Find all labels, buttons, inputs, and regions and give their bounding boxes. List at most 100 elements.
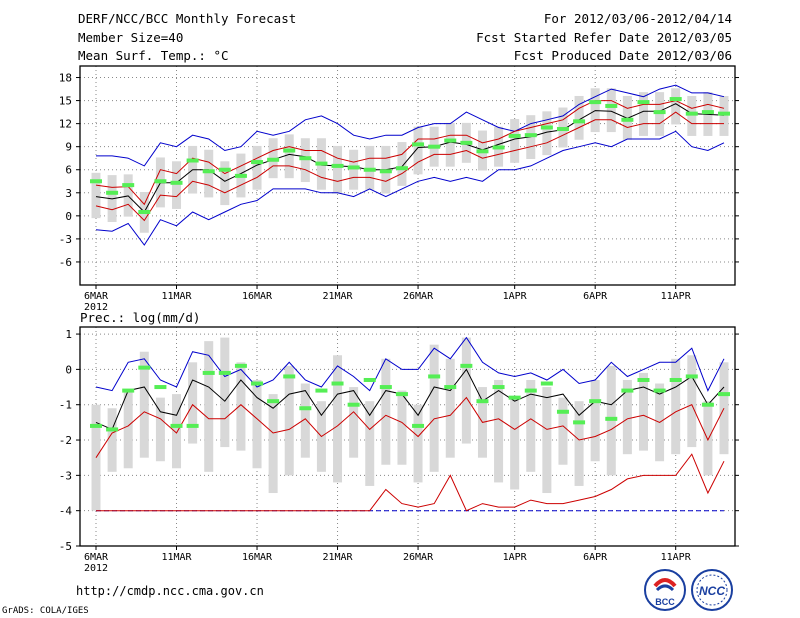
precipitation-box (574, 401, 584, 486)
precipitation-box (413, 404, 423, 483)
temperature-marker (251, 160, 264, 165)
precipitation-marker (347, 402, 360, 407)
precipitation-box (139, 351, 149, 458)
precipitation-marker (267, 399, 280, 404)
temperature-marker (573, 119, 586, 124)
precipitation-ytick-label: 1 (65, 328, 72, 341)
precipitation-box (123, 390, 133, 469)
precipitation-marker (653, 388, 666, 393)
precipitation-xtick-label: 6APR (583, 552, 608, 563)
precipitation-marker (186, 423, 199, 428)
precipitation-xtick-label: 26MAR (403, 552, 434, 563)
precipitation-marker (218, 370, 231, 375)
temperature-box (445, 122, 455, 167)
footer-url[interactable]: http://cmdp.ncc.cma.gov.cn (76, 584, 264, 598)
precipitation-marker (154, 385, 167, 390)
precipitation-marker (605, 416, 618, 421)
precipitation-marker (90, 423, 102, 428)
temperature-median-line (95, 103, 725, 213)
precipitation-marker (251, 381, 264, 386)
temperature-marker (685, 111, 698, 116)
temperature-ytick-label: 15 (59, 95, 72, 108)
precipitation-box (445, 358, 455, 458)
temperature-ytick-label: -6 (59, 256, 72, 269)
precipitation-box (220, 337, 230, 448)
precipitation-ytick-label: 0 (65, 363, 72, 376)
precipitation-box (671, 358, 681, 455)
temperature-ytick-label: 9 (65, 141, 72, 154)
precipitation-ytick-label: -5 (59, 540, 72, 553)
temperature-ytick-label: 12 (59, 118, 72, 131)
temperature-xtick-label: 1APR (503, 291, 528, 302)
temperature-marker (90, 179, 102, 184)
temperature-marker (202, 169, 215, 174)
temperature-marker (718, 111, 730, 116)
precipitation-marker (444, 385, 457, 390)
precipitation-marker (106, 427, 119, 432)
temperature-xtick-label: 2012 (84, 302, 108, 313)
precipitation-frame (79, 326, 736, 547)
precipitation-box (510, 397, 520, 490)
precipitation-ytick-label: -4 (59, 505, 73, 518)
temperature-marker (138, 210, 151, 214)
temperature-marker (637, 100, 650, 105)
temperature-ytick-label: 0 (65, 210, 72, 223)
temperature-box (719, 95, 729, 136)
precipitation-xtick-label: 2012 (84, 563, 108, 574)
temperature-marker (669, 97, 682, 102)
temperature-marker (299, 156, 312, 161)
temperature-box (574, 95, 584, 140)
temperature-box (349, 149, 359, 190)
temperature-marker (524, 133, 537, 138)
precipitation-marker (508, 395, 521, 400)
temperature-marker (589, 100, 602, 105)
precipitation-marker (524, 388, 537, 393)
precipitation-marker (637, 377, 650, 382)
precipitation-box (590, 379, 600, 462)
temperature-marker (170, 180, 183, 185)
temperature-xtick-label: 11APR (661, 291, 692, 302)
temperature-marker (154, 179, 167, 184)
precipitation-marker (122, 388, 135, 393)
precipitation-marker (363, 377, 376, 382)
temperature-marker (106, 190, 119, 195)
member-size: Member Size=40 (78, 30, 184, 45)
ncc-logo-text: NCC (699, 584, 725, 598)
precipitation-xtick-label: 21MAR (322, 552, 353, 563)
temperature-box (252, 145, 262, 190)
chart-title: DERF/NCC/BCC Monthly Forecast (78, 11, 297, 26)
precipitation-box (284, 365, 294, 476)
precipitation-box (558, 397, 568, 465)
temperature-box (510, 119, 520, 163)
temperature-ytick-label: 6 (65, 164, 72, 177)
temperature-xtick-label: 21MAR (322, 291, 353, 302)
variable-label: Mean Surf. Temp.: °C (78, 48, 229, 63)
precipitation-box (333, 355, 343, 483)
temperature-box (397, 142, 407, 186)
temperature-xtick-label: 6APR (583, 291, 608, 302)
temperature-marker (605, 103, 618, 108)
precipitation-box (703, 401, 713, 476)
temperature-box (606, 88, 616, 133)
temperature-frame (79, 65, 736, 286)
precipitation-marker (460, 363, 473, 368)
temperature-marker (267, 157, 280, 162)
precipitation-box (687, 355, 697, 448)
temperature-xtick-label: 11MAR (161, 291, 192, 302)
temperature-marker (476, 149, 489, 154)
temperature-marker (701, 110, 714, 115)
temperature-marker (621, 117, 634, 122)
temperature-box (91, 172, 101, 219)
produced-date: Fcst Produced Date 2012/03/06 (513, 48, 732, 63)
temperature-marker (460, 140, 473, 145)
precipitation-marker (573, 420, 586, 425)
temperature-box (333, 145, 343, 194)
temperature-ytick-label: -3 (59, 233, 72, 246)
precipitation-p90-line (96, 453, 725, 512)
precipitation-median-line (95, 368, 725, 431)
precipitation-xtick-label: 1APR (503, 552, 528, 563)
precipitation-box (300, 383, 310, 458)
